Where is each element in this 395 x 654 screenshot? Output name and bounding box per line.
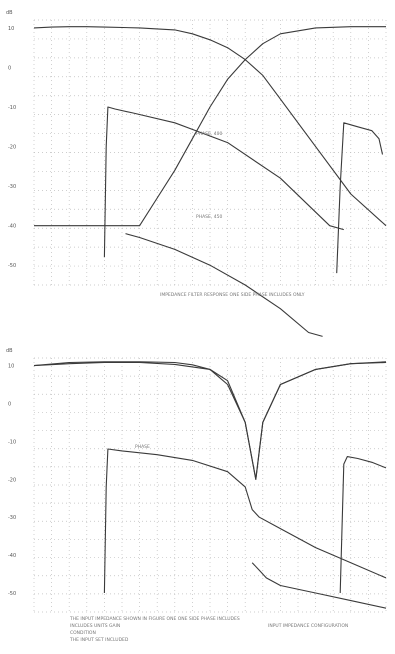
series-line-1 <box>33 361 387 480</box>
ytick-label: -20 <box>8 477 16 483</box>
caption-bottom-0: THE INPUT IMPEDANCE SHOWN IN FIGURE ONE … <box>69 616 240 622</box>
chart-bottom: dB 10 0 -10 -20 -30 -40 -50 PHASE THE INPUT IM… <box>6 348 387 643</box>
series-line-3 <box>251 562 387 609</box>
ytick-label: -30 <box>8 515 16 521</box>
ytick-label: -30 <box>8 184 16 190</box>
caption-bottom-1: INCLUDES UNITS GAIN <box>70 623 120 629</box>
series-line-2 <box>103 106 344 258</box>
ylabel-top: dB <box>6 10 13 16</box>
ytick-label: -40 <box>8 224 16 230</box>
ytick-label: -20 <box>8 145 16 151</box>
ytick-label: 0 <box>8 401 11 407</box>
grid-top <box>33 19 387 286</box>
ytick-labels-bottom: 10 0 -10 -20 -30 -40 -50 <box>8 364 16 597</box>
ytick-label: -10 <box>8 439 16 445</box>
series-line-0 <box>33 26 387 227</box>
series-label-bottom-1: PHASE <box>135 444 150 450</box>
ytick-label: -10 <box>8 105 16 111</box>
caption-bottom-right: INPUT IMPEDANCE CONFIGURATION <box>268 623 348 629</box>
series-line-2 <box>103 448 387 594</box>
traces-bottom <box>33 361 387 609</box>
caption-bottom-2: CONDITION <box>70 630 96 636</box>
grid-bottom <box>33 357 387 613</box>
series-label-top-1: PHASE, 400 <box>196 131 222 137</box>
chart-top: dB 10 0 -10 -20 -30 -40 -50 PHASE, 400 PHASE, … <box>6 10 387 337</box>
series-line-4 <box>339 456 387 594</box>
ytick-labels-top: 10 0 -10 -20 -30 -40 -50 <box>8 26 16 269</box>
ytick-label: -40 <box>8 553 16 559</box>
traces-top <box>33 26 387 337</box>
series-line-1 <box>34 26 386 227</box>
ytick-label: 10 <box>8 364 14 370</box>
caption-bottom-3: THE INPUT SET INCLUDED <box>69 637 129 643</box>
series-line-0 <box>33 361 387 480</box>
caption-top-0: IMPEDANCE FILTER RESPONSE ONE SIDE PHASE… <box>160 292 305 298</box>
ytick-label: 10 <box>8 26 14 32</box>
series-line-4 <box>336 122 384 274</box>
series-line-3 <box>125 233 323 337</box>
ytick-label: -50 <box>8 263 16 269</box>
ylabel-bottom: dB <box>6 348 13 354</box>
series-label-top-2: PHASE, 450 <box>196 214 222 220</box>
ytick-label: -50 <box>8 591 16 597</box>
ytick-label: 0 <box>8 65 11 71</box>
